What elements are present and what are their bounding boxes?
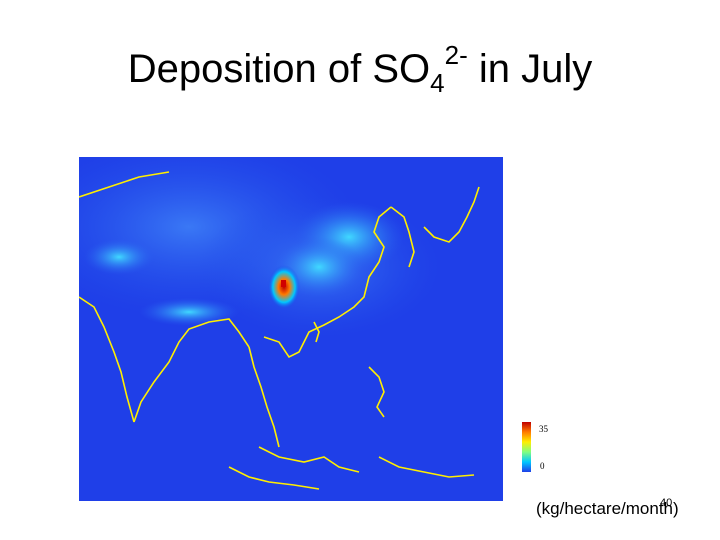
peak-cell <box>281 280 286 287</box>
sumatra-java-coast <box>228 466 320 490</box>
korea-coast <box>390 206 415 268</box>
colorbar <box>522 422 531 472</box>
title-prefix: Deposition of SO <box>127 47 431 91</box>
title-superscript: 2- <box>444 40 468 70</box>
title-subscript: 4 <box>430 68 445 98</box>
india-west-coast <box>79 296 135 423</box>
china-coast <box>263 206 392 359</box>
north-border <box>79 171 170 198</box>
deposition-map <box>79 157 503 501</box>
units-label: (kg/hectare/month) <box>536 499 679 518</box>
map-image <box>79 157 503 501</box>
borneo-coast <box>258 446 360 473</box>
coastlines <box>79 171 480 490</box>
malay-peninsula <box>248 346 280 448</box>
japan-coast <box>423 186 480 243</box>
title-suffix: in July <box>467 47 593 91</box>
colorbar-max-label: 35 <box>539 424 548 434</box>
ganges-region <box>139 298 239 326</box>
india-east-coast <box>133 318 250 423</box>
indonesia-east-coast <box>378 456 475 478</box>
north-india-region <box>84 239 154 275</box>
page-number: 40 <box>660 497 673 509</box>
slide-title: Deposition of SO42- in July <box>0 40 720 99</box>
hainan-coast <box>313 321 320 343</box>
colorbar-min-label: 0 <box>540 461 545 471</box>
philippines-coast <box>368 366 385 418</box>
